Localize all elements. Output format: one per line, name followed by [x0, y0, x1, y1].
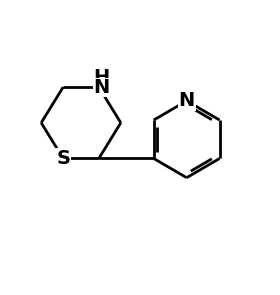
Text: N: N — [94, 78, 110, 97]
Text: N: N — [179, 91, 195, 110]
Text: S: S — [56, 149, 70, 168]
Text: H: H — [94, 68, 110, 87]
